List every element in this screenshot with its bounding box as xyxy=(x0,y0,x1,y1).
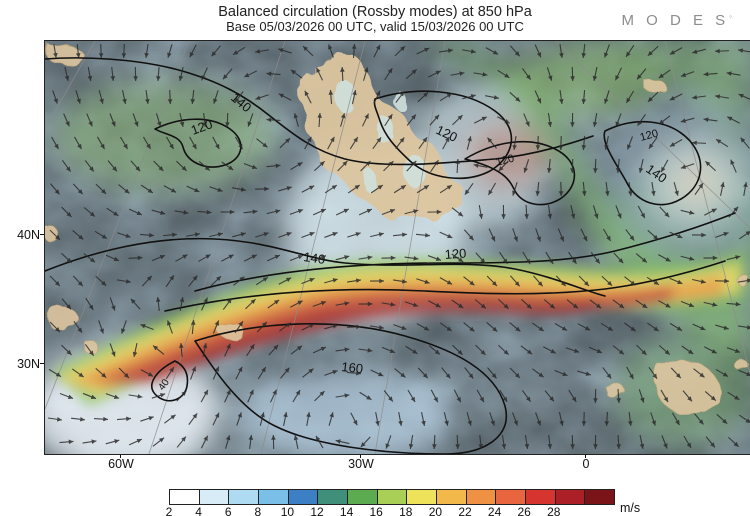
svg-text:120: 120 xyxy=(444,246,467,262)
